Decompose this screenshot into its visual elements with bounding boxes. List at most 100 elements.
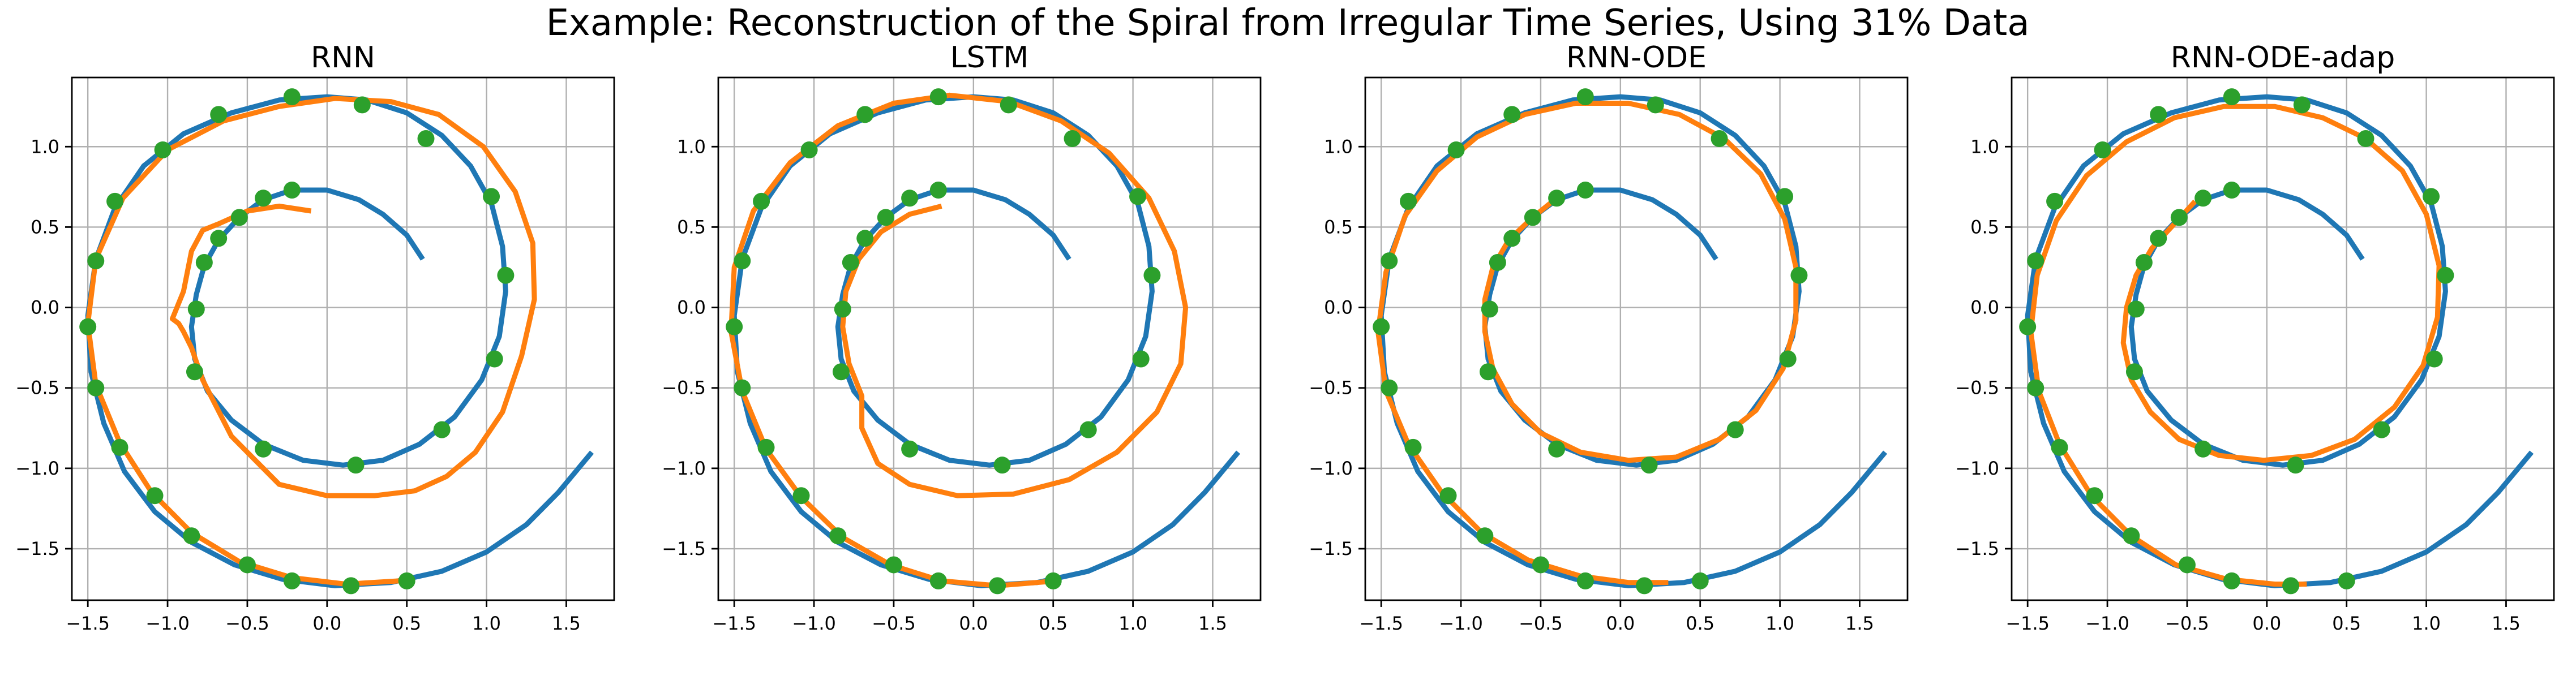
observation-point: [1447, 141, 1465, 158]
observation-point: [2338, 572, 2355, 589]
observation-point: [1503, 106, 1521, 123]
axes-frame: [71, 76, 615, 601]
subplot-grid: RNN −1.5 −1.0 −0.5 0.0 0.5 1.0 1.5 −1.5 −1.0 −0.5 0…: [15, 41, 2555, 634]
observation-point: [726, 318, 743, 335]
observation-point: [2423, 188, 2440, 205]
x-tick-label: −0.5: [225, 613, 269, 634]
observation-point: [2051, 438, 2068, 456]
x-tick-label: 0.5: [2332, 613, 2361, 634]
subplot-title: RNN-ODE: [1566, 41, 1707, 75]
x-tick-label: 1.0: [2412, 613, 2441, 634]
observation-point: [2282, 577, 2300, 595]
x-tick-label: −1.0: [1439, 613, 1483, 634]
observation-point: [2425, 350, 2443, 368]
observation-point: [877, 209, 894, 226]
observation-point: [283, 88, 301, 106]
observation-point: [2135, 253, 2153, 271]
observation-point: [2019, 318, 2037, 335]
x-tick-label: 1.5: [2492, 613, 2521, 634]
observation-point: [842, 253, 859, 271]
observation-point: [1532, 556, 1549, 574]
observation-point: [1404, 438, 1422, 456]
observation-point: [2150, 230, 2167, 247]
x-tick-label: −1.5: [712, 613, 756, 634]
plot-area: [726, 88, 1241, 595]
observation-point: [856, 106, 874, 123]
observation-point: [2094, 141, 2111, 158]
observation-point: [497, 266, 515, 284]
observation-point: [1476, 527, 1494, 545]
figure-title: Example: Reconstruction of the Spiral fr…: [546, 2, 2030, 44]
observation-point: [2223, 572, 2240, 589]
observation-point: [146, 487, 164, 505]
observation-point: [79, 318, 97, 335]
x-tick-label: −1.0: [2085, 613, 2129, 634]
observation-point: [2178, 556, 2196, 574]
observation-point: [1079, 421, 1097, 438]
observation-point: [1132, 350, 1150, 368]
x-tick-label: 1.5: [1845, 613, 1874, 634]
observation-point: [210, 230, 228, 247]
observation-point: [1524, 209, 1541, 226]
observation-point: [1064, 130, 1081, 148]
observation-point: [398, 572, 415, 589]
observation-point: [834, 300, 851, 318]
x-tick-label: −0.5: [2165, 613, 2209, 634]
axes-frame: [2011, 76, 2555, 601]
observation-point: [1381, 379, 1398, 397]
observation-point: [1636, 577, 1653, 595]
x-tick-label: −1.5: [66, 613, 110, 634]
observation-point: [433, 421, 451, 438]
observation-point: [187, 300, 205, 318]
y-tick-label: −1.5: [15, 538, 59, 559]
observation-point: [2086, 487, 2103, 505]
observation-point: [2150, 106, 2167, 123]
x-tick-label: 0.5: [1686, 613, 1715, 634]
plot-area: [2019, 88, 2534, 595]
observation-point: [2046, 192, 2064, 210]
observation-point: [347, 457, 365, 474]
observation-point: [2123, 527, 2140, 545]
observation-point: [800, 141, 818, 158]
x-tick-label: −0.5: [872, 613, 916, 634]
subplot-2: LSTM −1.5 −1.0 −0.5 0.0 0.5 1.0 1.5 −1.5 −1.0 −0.5…: [662, 41, 1262, 634]
observation-point: [183, 527, 200, 545]
y-tick-label: −1.0: [15, 458, 59, 479]
y-tick-label: −1.5: [1955, 538, 1999, 559]
subplot-3: RNN-ODE −1.5 −1.0 −0.5 0.0 0.5 1.0 1.5 −1.5 −1.0 −…: [1309, 41, 1909, 634]
x-tick-label: 1.5: [552, 613, 581, 634]
observation-point: [111, 438, 128, 456]
y-tick-label: −1.5: [1309, 538, 1353, 559]
observation-point: [1640, 457, 1658, 474]
observation-point: [1790, 266, 1808, 284]
observation-point: [417, 130, 435, 148]
observation-point: [230, 209, 248, 226]
y-tick-label: 0.5: [1970, 216, 1999, 238]
truth-line: [85, 94, 594, 588]
observation-point: [1503, 230, 1521, 247]
observation-point: [792, 487, 810, 505]
y-tick-label: 1.0: [1970, 136, 1999, 157]
observation-point: [353, 96, 371, 114]
observation-point: [2437, 266, 2454, 284]
observation-point: [2027, 379, 2044, 397]
y-tick-label: 0.5: [677, 216, 706, 238]
observation-point: [734, 252, 751, 270]
observation-point: [2373, 421, 2390, 438]
observation-point: [486, 350, 503, 368]
observation-point: [734, 379, 751, 397]
subplot-title: RNN-ODE-adap: [2171, 41, 2395, 75]
observation-point: [2125, 363, 2143, 381]
truth-line: [731, 94, 1241, 588]
x-tick-label: −1.0: [792, 613, 836, 634]
truth-line: [1378, 94, 1888, 588]
observation-point: [885, 556, 902, 574]
observation-point: [1044, 572, 1062, 589]
x-tick-label: 1.0: [1765, 613, 1794, 634]
observation-point: [210, 106, 228, 123]
axes-frame: [717, 76, 1262, 601]
observation-point: [154, 141, 172, 158]
x-tick-label: 0.5: [1039, 613, 1068, 634]
y-tick-label: −1.0: [1309, 458, 1353, 479]
